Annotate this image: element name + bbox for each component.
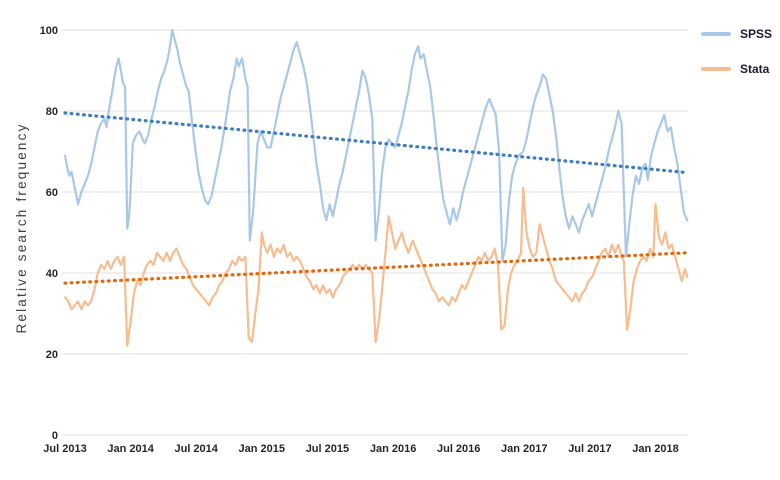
- y-axis-title: Relative search frequency: [14, 122, 29, 334]
- spss-line: [63, 28, 689, 262]
- y-tick-label: 80: [46, 106, 58, 118]
- x-tick-label: Jan 2016: [370, 443, 416, 455]
- stata-swatch-icon: [701, 67, 731, 71]
- legend: SPSS Stata: [701, 27, 772, 76]
- stata-trend: [63, 251, 689, 285]
- x-tick-label: Jan 2014: [107, 443, 154, 455]
- stata-line: [63, 186, 689, 347]
- spss-swatch-icon: [701, 32, 731, 36]
- legend-item-stata: Stata: [701, 62, 772, 76]
- x-tick-label: Jan 2015: [239, 443, 285, 455]
- spss-trend: [63, 111, 689, 175]
- legend-label-spss: SPSS: [740, 27, 773, 41]
- x-tick-label: Jul 2015: [306, 443, 349, 455]
- x-tick-label: Jul 2016: [437, 443, 480, 455]
- legend-item-spss: SPSS: [701, 27, 772, 41]
- y-tick-label: 100: [40, 25, 58, 37]
- y-tick-label: 40: [46, 268, 58, 280]
- y-tick-label: 20: [46, 349, 58, 361]
- y-tick-label: 0: [52, 430, 58, 442]
- x-tick-label: Jul 2013: [43, 443, 86, 455]
- x-tick-label: Jul 2014: [174, 443, 218, 455]
- x-tick-label: Jan 2018: [632, 443, 678, 455]
- x-tick-label: Jan 2017: [501, 443, 547, 455]
- y-tick-label: 60: [46, 187, 58, 199]
- legend-label-stata: Stata: [740, 62, 770, 76]
- x-tick-label: Jul 2017: [568, 443, 611, 455]
